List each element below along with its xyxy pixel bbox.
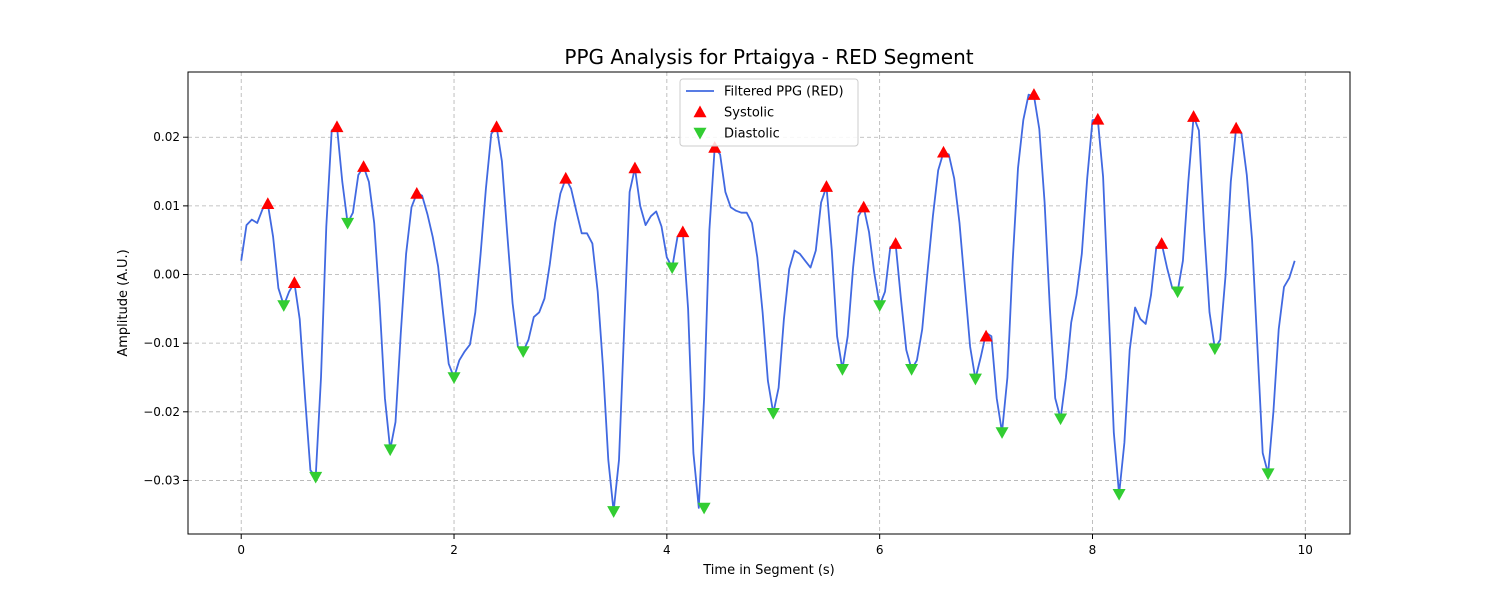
systolic-marker [979, 329, 993, 342]
systolic-marker [889, 237, 903, 249]
diastolic-marker [665, 262, 679, 275]
y-tick-label: 0.01 [153, 199, 180, 213]
diastolic-marker [309, 471, 323, 484]
diastolic-marker [905, 364, 919, 376]
systolic-marker [676, 225, 690, 238]
diastolic-marker [341, 217, 355, 230]
diastolic-marker [607, 506, 621, 518]
legend-label: Systolic [724, 106, 774, 121]
systolic-marker [559, 171, 573, 184]
systolic-marker [819, 180, 833, 192]
systolic-marker [330, 120, 344, 133]
x-axis-label: Time in Segment (s) [702, 563, 834, 578]
y-tick-label: 0.02 [153, 130, 180, 144]
systolic-marker [261, 197, 275, 210]
diastolic-marker [1261, 468, 1275, 481]
legend-box [679, 78, 859, 147]
systolic-marker [1091, 112, 1105, 125]
systolic-marker [857, 200, 871, 213]
x-tick-label: 8 [1089, 543, 1097, 557]
y-axis-label: Amplitude (A.U.) [116, 249, 131, 356]
diastolic-marker [1171, 286, 1185, 299]
systolic-marker [1187, 110, 1201, 122]
x-tick-label: 6 [876, 543, 884, 557]
y-tick-label: −0.02 [143, 405, 180, 419]
diastolic-marker [383, 444, 397, 457]
diastolic-marker [1112, 488, 1126, 501]
chart-title: PPG Analysis for Prtaigya - RED Segment [564, 45, 973, 69]
plot-frame [187, 71, 1351, 535]
legend: Filtered PPG (RED) Systolic Diastolic [679, 78, 859, 147]
diastolic-marker [697, 502, 711, 515]
diastolic-marker [1054, 413, 1068, 426]
systolic-marker [410, 187, 424, 199]
systolic-marker [708, 141, 722, 153]
systolic-marker [937, 145, 951, 158]
diastolic-marker [995, 427, 1009, 439]
diastolic-marker [873, 300, 887, 312]
diastolic-marker [277, 300, 291, 312]
diastolic-marker [766, 407, 780, 420]
diastolic-marker [516, 346, 530, 358]
systolic-marker [1027, 88, 1041, 100]
x-tick-label: 10 [1298, 543, 1313, 557]
x-tick-label: 0 [237, 543, 245, 557]
diastolic-marker [1208, 343, 1222, 356]
systolic-marker [1229, 121, 1243, 134]
systolic-marker [490, 120, 504, 133]
systolic-marker [287, 276, 301, 288]
y-tick-label: −0.01 [143, 336, 180, 350]
legend-label: Filtered PPG (RED) [724, 85, 844, 100]
axes: 0 2 4 6 8 10 −0.03 −0.02 −0.01 0.00 0.01 0.02 [143, 130, 1313, 557]
y-tick-label: 0.00 [153, 268, 180, 282]
systolic-marker [1155, 237, 1169, 249]
systolic-marker [357, 160, 371, 172]
legend-swatch-diastolic [693, 127, 707, 140]
x-tick-label: 2 [450, 543, 458, 557]
legend-swatch-systolic [693, 105, 707, 118]
plot-area [240, 88, 1296, 518]
x-tick-label: 4 [663, 543, 671, 557]
y-tick-label: −0.03 [143, 473, 180, 487]
diastolic-marker [968, 373, 982, 386]
diastolic-marker [835, 364, 849, 376]
diastolic-marker [447, 372, 461, 384]
legend-label: Diastolic [724, 127, 780, 142]
systolic-marker [628, 161, 642, 174]
